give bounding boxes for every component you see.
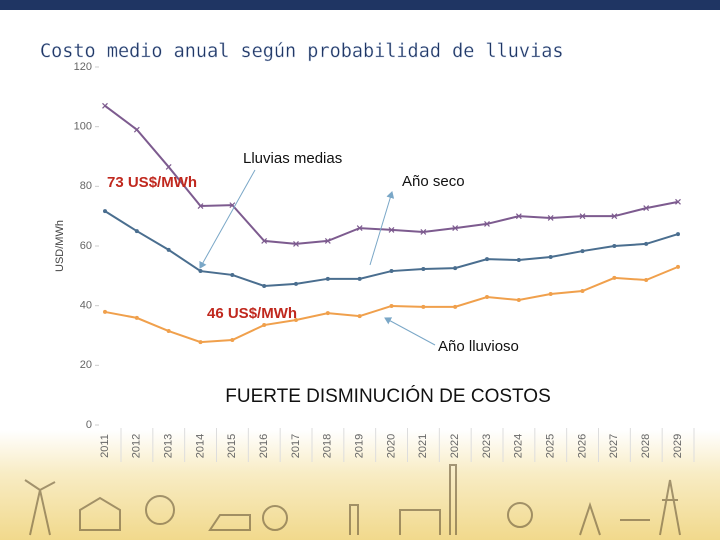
marker <box>580 249 585 254</box>
x-tick-label: 2021 <box>417 434 429 458</box>
marker <box>357 276 362 281</box>
x-tick-label: 2024 <box>513 434 525 458</box>
marker <box>324 238 331 244</box>
marker <box>547 215 554 221</box>
marker <box>103 209 107 214</box>
chart-title: Costo medio anual según probabilidad de … <box>40 41 563 62</box>
x-tick-label: 2028 <box>640 434 652 458</box>
x-tick-label: 2022 <box>449 434 461 458</box>
marker <box>133 126 140 133</box>
marker <box>485 257 489 262</box>
arrow <box>199 169 256 269</box>
annotation: Año lluvioso <box>438 338 519 355</box>
marker <box>421 266 426 271</box>
y-tick-label: 80 <box>80 180 92 192</box>
marker <box>389 303 394 308</box>
arrow <box>384 317 436 346</box>
marker <box>102 102 108 109</box>
x-tick-label: 2025 <box>545 434 557 458</box>
marker <box>644 241 649 246</box>
marker <box>548 255 553 260</box>
marker <box>580 289 585 294</box>
footer-icons <box>24 464 681 536</box>
marker <box>548 292 553 297</box>
marker <box>453 304 458 309</box>
x-tick-label: 2011 <box>99 434 111 458</box>
top-bar <box>0 0 720 10</box>
x-tick-label: 2018 <box>322 434 334 458</box>
marker <box>166 329 171 334</box>
marker <box>484 220 490 227</box>
marker <box>357 314 362 319</box>
marker <box>612 244 617 248</box>
marker <box>516 258 521 263</box>
marker <box>262 283 267 288</box>
y-tick-label: 0 <box>86 419 92 431</box>
marker <box>421 304 426 309</box>
marker <box>516 297 521 302</box>
marker <box>198 269 203 274</box>
marker <box>579 213 586 220</box>
y-tick-label: 100 <box>74 121 92 133</box>
y-axis-label: USD/MWh <box>54 220 66 272</box>
annotation: Año seco <box>402 173 465 190</box>
y-tick-label: 60 <box>80 240 92 252</box>
x-tick-label: 2017 <box>290 434 302 458</box>
x-tick-label: 2027 <box>608 434 620 458</box>
marker <box>676 232 680 237</box>
y-tick-label: 120 <box>74 61 92 73</box>
marker <box>230 337 235 342</box>
marker <box>515 213 522 220</box>
marker <box>166 247 171 252</box>
marker <box>388 226 395 233</box>
marker <box>294 317 298 322</box>
x-tick-label: 2019 <box>354 434 366 458</box>
marker <box>198 340 203 345</box>
marker <box>420 229 427 235</box>
marker <box>325 311 330 316</box>
marker <box>294 281 298 286</box>
marker <box>612 275 617 280</box>
marker <box>611 213 618 220</box>
x-tick-label: 2029 <box>672 434 684 458</box>
marker <box>103 309 107 314</box>
callout-box <box>178 383 598 409</box>
marker <box>676 264 680 269</box>
marker <box>452 225 459 232</box>
marker <box>293 240 299 247</box>
marker <box>262 323 267 328</box>
marker <box>261 238 268 244</box>
marker <box>230 272 235 277</box>
marker <box>389 269 394 274</box>
x-tick-label: 2026 <box>576 434 588 458</box>
plot: 0 20 40 60 80 100 120 2011 2012 2013 2014 2015 2016 2… <box>74 61 695 462</box>
x-tick-label: 2016 <box>258 434 270 458</box>
marker <box>165 164 172 170</box>
arrow <box>369 191 395 266</box>
annotation: 73 US$/MWh <box>107 174 197 191</box>
x-tick-label: 2013 <box>163 434 175 458</box>
marker <box>325 276 330 281</box>
marker <box>644 278 649 283</box>
line <box>104 210 679 287</box>
marker <box>134 315 139 320</box>
marker <box>356 225 363 232</box>
x-tick-label: 2012 <box>131 434 143 458</box>
x-tick-label: 2020 <box>385 434 397 458</box>
marker <box>643 205 650 212</box>
annotation: Lluvias medias <box>243 150 342 167</box>
y-tick-label: 40 <box>80 300 92 312</box>
marker <box>134 229 139 234</box>
marker <box>453 266 458 271</box>
x-tick-label: 2023 <box>481 434 493 458</box>
marker <box>675 198 681 205</box>
x-tick-label: 2015 <box>226 434 238 458</box>
marker <box>197 203 204 209</box>
annotation: 46 US$/MWh <box>207 305 297 322</box>
y-tick-label: 20 <box>80 359 92 371</box>
x-tick-label: 2014 <box>194 434 206 458</box>
marker <box>485 295 489 300</box>
callout: FUERTE DISMINUCIÓN DE COSTOS <box>225 385 551 407</box>
